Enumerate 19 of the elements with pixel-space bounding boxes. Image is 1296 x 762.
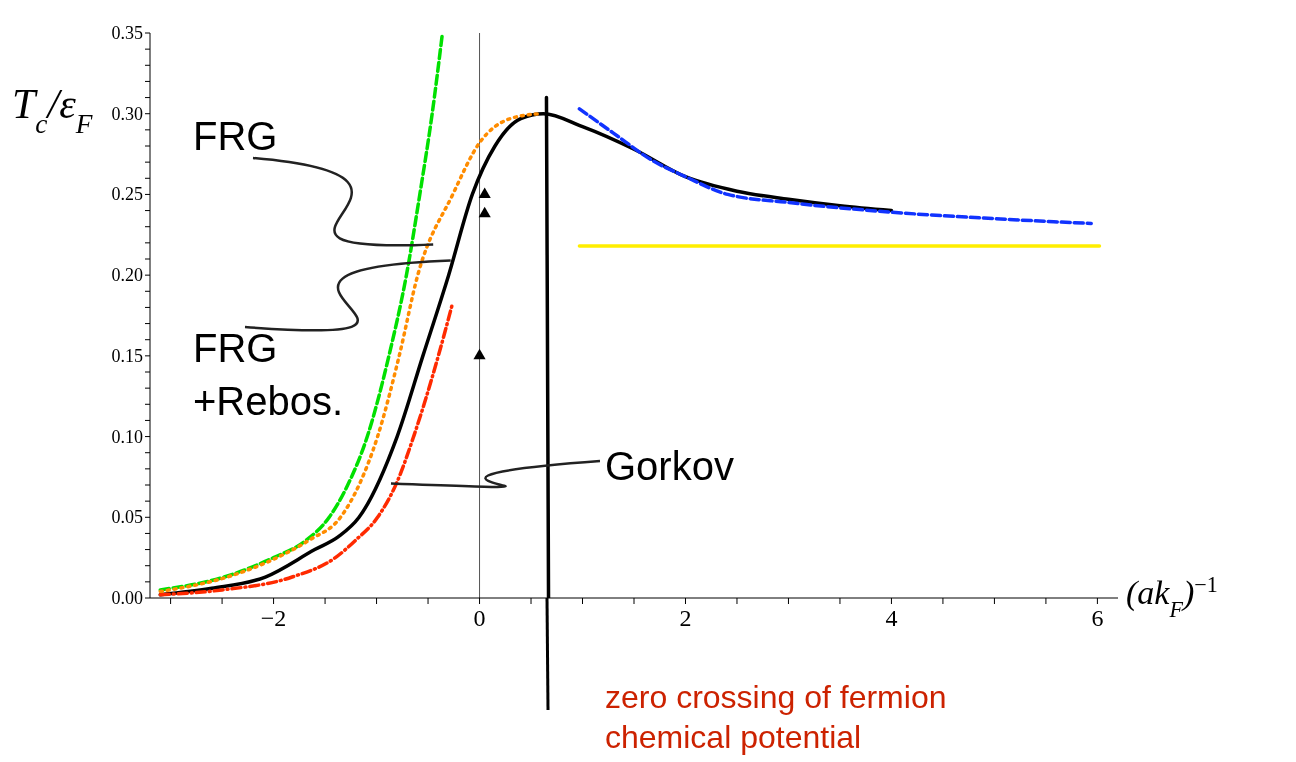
- x-tick-label: 6: [1091, 605, 1104, 631]
- y-tick-label: 0.35: [111, 23, 143, 43]
- y-tick-label: 0.00: [111, 588, 143, 608]
- y-tick-label: 0.15: [111, 345, 143, 366]
- y-tick-label: 0.25: [111, 184, 143, 205]
- y-tick-label: 0.20: [111, 265, 143, 286]
- y-tick-label: 0.30: [111, 103, 143, 124]
- x-tick-label: −2: [260, 605, 287, 631]
- y-tick-label: 0.10: [111, 426, 143, 447]
- x-axis-title: (ak$_{F}$)$^{−1}$: [1126, 571, 1218, 622]
- y-axis-title: T$_{c}$/ε$_{F}$: [12, 81, 93, 139]
- x-tick-label: 4: [885, 605, 898, 631]
- text: zero crossing of fermion chemical potential: [605, 679, 947, 755]
- x-tick-label: 0: [473, 605, 486, 631]
- annotation: FRG +Rebos.: [193, 326, 344, 423]
- annotation: Gorkov: [605, 444, 734, 488]
- annotation: FRG: [193, 114, 278, 158]
- y-tick-label: 0.05: [111, 507, 143, 528]
- x-tick-label: 2: [679, 605, 692, 631]
